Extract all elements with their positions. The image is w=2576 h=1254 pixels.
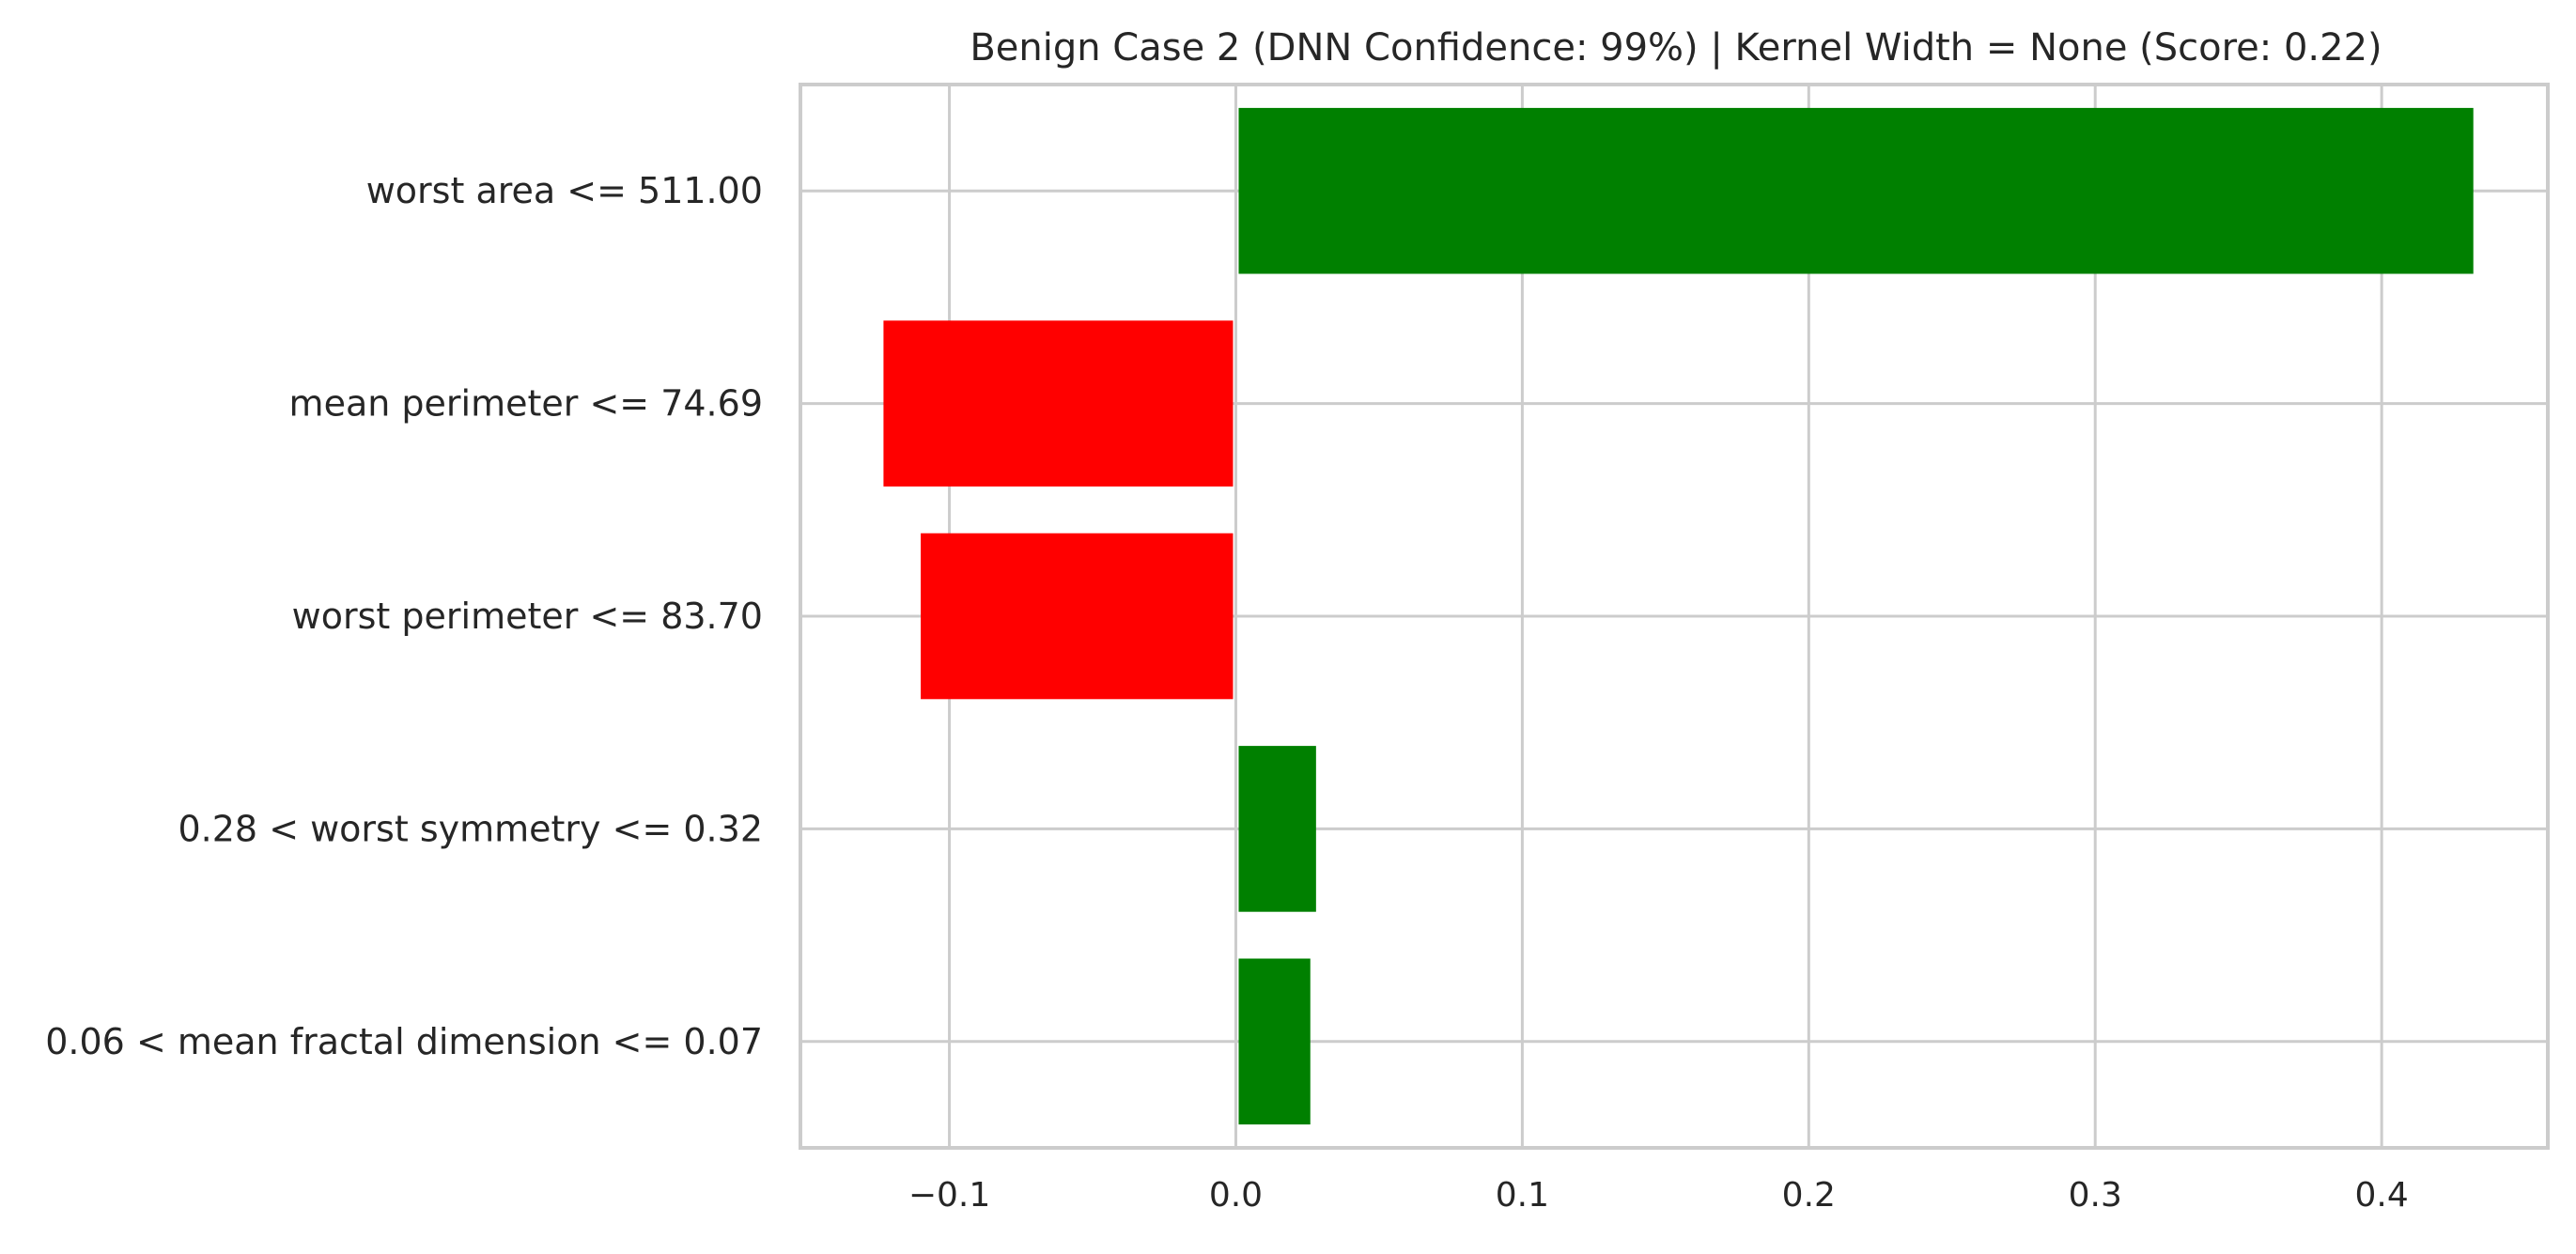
x-tick-label: 0.0	[1209, 1176, 1263, 1215]
bar	[921, 533, 1234, 700]
x-tick-label: 0.3	[2069, 1176, 2122, 1215]
y-tick-label: mean perimeter <= 74.69	[289, 383, 763, 425]
y-tick-label: worst perimeter <= 83.70	[292, 596, 763, 637]
x-tick-label: 0.4	[2355, 1176, 2409, 1215]
chart-title: Benign Case 2 (DNN Confidence: 99%) | Ke…	[970, 26, 2382, 70]
plot-frame	[799, 83, 2550, 1150]
y-tick-label: worst area <= 511.00	[366, 170, 763, 211]
y-tick-labels: worst area <= 511.00 mean perimeter <= 74…	[45, 170, 763, 1062]
y-tick-label: 0.28 < worst symmetry <= 0.32	[178, 808, 764, 849]
bar	[1238, 746, 1316, 912]
x-tick-labels: −0.1 0.0 0.1 0.2 0.3 0.4	[908, 1176, 2409, 1215]
x-tick-label: −0.1	[908, 1176, 990, 1215]
bar	[883, 320, 1234, 487]
bars	[883, 107, 2474, 1125]
bar	[1238, 107, 2474, 274]
y-tick-label: 0.06 < mean fractal dimension <= 0.07	[45, 1021, 763, 1062]
x-tick-label: 0.2	[1782, 1176, 1836, 1215]
bar	[1238, 958, 1311, 1125]
x-tick-label: 0.1	[1496, 1176, 1549, 1215]
